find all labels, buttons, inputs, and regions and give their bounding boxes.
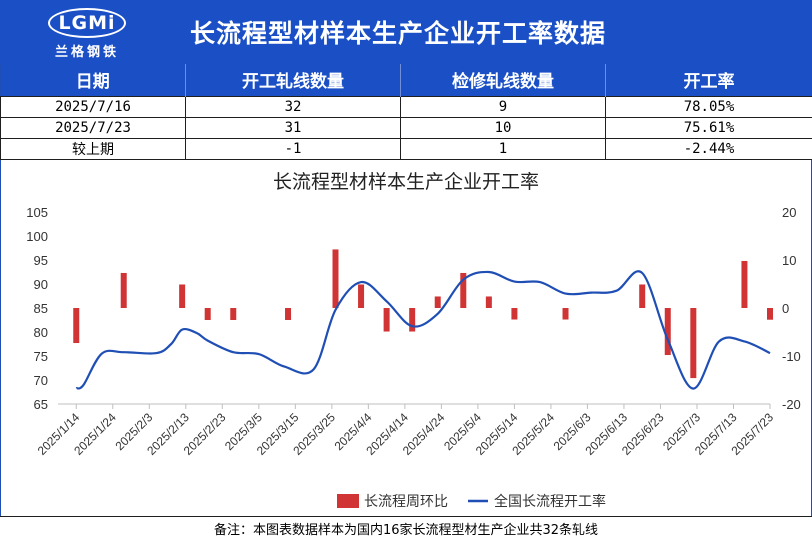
utilization-chart: 长流程型材样本生产企业开工率 65707580859095100105-20-1… [26, 171, 801, 510]
column-header-date: 日期 [0, 64, 186, 96]
utilization-table: 日期 开工轧线数量 检修轧线数量 开工率 2025/7/16 32 9 78.0… [0, 64, 812, 160]
y-left-tick-label: 80 [34, 325, 48, 340]
cell-date: 2025/7/23 [0, 116, 186, 139]
cell-date: 较上期 [0, 137, 186, 160]
cell-utilization-rate: 78.05% [605, 95, 812, 118]
logo-ring-icon [48, 8, 126, 38]
bar-weekly-change [358, 284, 365, 308]
table-row: 2025/7/16 32 9 78.05% [0, 95, 812, 118]
bar-weekly-change [204, 308, 211, 320]
y-right-tick-label: 0 [782, 301, 789, 316]
column-header-utilization-rate: 开工率 [605, 64, 812, 96]
cell-maintenance-lines: 10 [400, 116, 606, 139]
cell-date: 2025/7/16 [0, 95, 186, 118]
cell-utilization-rate: 75.61% [605, 116, 812, 139]
bar-weekly-change [511, 308, 518, 320]
footnote: 备注：本图表数据样本为国内16家长流程型材生产企业共32条轧线 [0, 516, 812, 546]
bar-weekly-change [230, 308, 237, 320]
bar-weekly-change [639, 284, 646, 308]
y-left-tick-label: 100 [26, 229, 48, 244]
bar-weekly-change [690, 308, 697, 379]
bar-weekly-change [409, 308, 416, 332]
y-right-tick-label: -10 [782, 349, 801, 364]
cell-running-lines: 32 [185, 95, 401, 118]
y-left-tick-label: 105 [26, 205, 48, 220]
bar-weekly-change [332, 249, 339, 308]
bar-weekly-change [179, 284, 186, 308]
y-right-tick-label: -20 [782, 397, 801, 412]
line-national-utilization [75, 270, 771, 390]
column-header-running-lines: 开工轧线数量 [185, 64, 401, 96]
legend-label-national-utilization: 全国长流程开工率 [494, 493, 606, 510]
title-banner: LGMi 兰格钢铁 长流程型材样本生产企业开工率数据 [0, 0, 812, 64]
cell-utilization-rate: -2.44% [605, 137, 812, 160]
bar-weekly-change [73, 308, 80, 344]
bar-weekly-change [120, 272, 127, 308]
chart-title: 长流程型材样本生产企业开工率 [273, 171, 539, 193]
y-left-tick-label: 85 [34, 301, 48, 316]
cell-maintenance-lines: 9 [400, 95, 606, 118]
table-row: 较上期 -1 1 -2.44% [0, 137, 812, 160]
logo-chinese-name: 兰格钢铁 [54, 45, 119, 60]
cell-running-lines: 31 [185, 116, 401, 139]
y-right-tick-label: 20 [782, 205, 796, 220]
bar-weekly-change [741, 260, 748, 308]
bar-weekly-change [562, 308, 569, 320]
column-header-maintenance-lines: 检修轧线数量 [400, 64, 606, 96]
table-header-row: 日期 开工轧线数量 检修轧线数量 开工率 [0, 64, 812, 96]
table-row: 2025/7/23 31 10 75.61% [0, 116, 812, 139]
bar-weekly-change [460, 272, 467, 308]
bar-weekly-change [485, 296, 492, 308]
y-left-tick-label: 70 [34, 373, 48, 388]
bar-weekly-change [434, 296, 441, 308]
y-left-tick-label: 75 [34, 349, 48, 364]
cell-running-lines: -1 [185, 137, 401, 160]
legend-bar-swatch [337, 494, 359, 508]
bar-weekly-change [664, 308, 671, 356]
y-left-tick-label: 65 [34, 397, 48, 412]
legend-label-weekly-change: 长流程周环比 [364, 494, 448, 510]
cell-maintenance-lines: 1 [400, 137, 606, 160]
bar-weekly-change [383, 308, 390, 332]
lgmi-logo: LGMi 兰格钢铁 [44, 6, 130, 60]
bar-weekly-change [767, 308, 773, 320]
y-left-tick-label: 95 [34, 253, 48, 268]
page-title: 长流程型材样本生产企业开工率数据 [190, 19, 607, 48]
logo-letters: LGMi [58, 12, 116, 34]
bar-weekly-change [285, 308, 292, 320]
y-right-tick-label: 10 [782, 253, 796, 268]
y-left-tick-label: 90 [34, 277, 48, 292]
